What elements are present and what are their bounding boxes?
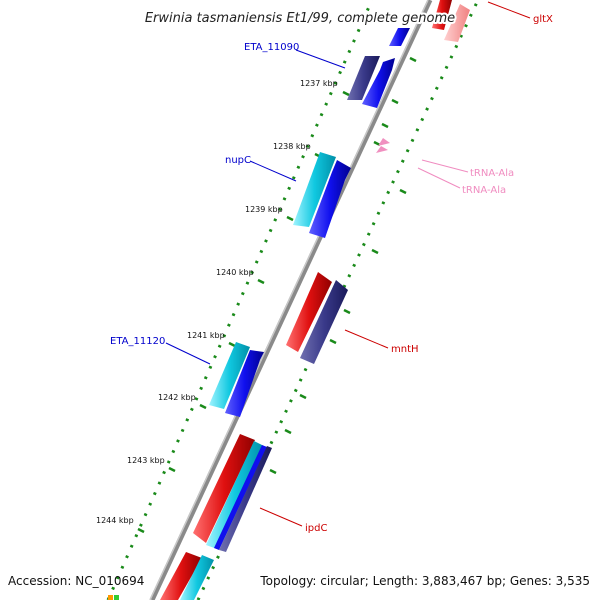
accession-value: NC_010694 (75, 574, 145, 588)
tick-label: 1242 kbp (158, 393, 196, 402)
tick-label: 1243 kbp (127, 456, 165, 465)
gene-nupc-cyan[interactable] (293, 152, 336, 227)
tick-mark (168, 466, 176, 473)
accession-info: Accession: NC_010694 (8, 574, 144, 588)
gene-label-ipdc[interactable]: ipdC (305, 523, 327, 534)
tick-mark (371, 248, 379, 255)
topology-prefix: Topology: (260, 574, 317, 588)
tick-mark (269, 468, 277, 475)
tick-mark (343, 308, 351, 315)
bottom-marker-orange (108, 595, 113, 600)
gene-labels: ETA_11090 nupC ETA_11120 gltX mntH ipdC … (110, 1, 553, 534)
gene-label-mnth[interactable]: mntH (391, 344, 419, 355)
gene-nupc-arrow[interactable] (309, 160, 351, 238)
gene-eta11090-arrow[interactable] (362, 58, 395, 108)
tick-labels: 1237 kbp 1238 kbp 1239 kbp 1240 kbp 1241… (96, 79, 338, 525)
gene-eta11120-cyan[interactable] (209, 342, 250, 409)
trna-ala-1[interactable] (378, 138, 390, 146)
leader-line-eta11090 (295, 49, 346, 69)
trna-ala-2[interactable] (376, 146, 388, 153)
tick-mark (257, 278, 265, 285)
genome-summary: Topology: circular; Length: 3,883,467 bp… (260, 574, 590, 588)
leader-line-nupc (249, 160, 297, 182)
gene-ipdc-navy[interactable] (219, 446, 272, 552)
gene-ipdc-blue[interactable] (214, 445, 267, 550)
gene-mnth-navy[interactable] (300, 280, 348, 364)
genes-prefix: Genes: (509, 574, 552, 588)
tick-label: 1237 kbp (300, 79, 338, 88)
tick-label: 1240 kbp (216, 268, 254, 277)
genome-backbone (149, 0, 433, 600)
map-title: Erwinia tasmaniensis Et1/99, complete ge… (145, 11, 455, 26)
gene-bottom-red[interactable] (160, 552, 202, 600)
gene-label-eta11120[interactable]: ETA_11120 (110, 336, 165, 347)
tick-label: 1238 kbp (273, 142, 311, 151)
length-prefix: Length: (372, 574, 419, 588)
tick-mark (299, 393, 307, 400)
leader-line-gltx (487, 1, 531, 19)
gene-gltx-red[interactable] (432, 0, 452, 30)
tick-mark (199, 403, 207, 410)
tick-mark (391, 98, 399, 105)
gene-label-eta11090[interactable]: ETA_11090 (244, 42, 299, 53)
genome-backbone-highlight (149, 0, 429, 600)
tick-mark (342, 90, 350, 97)
gene-label-trna-2[interactable]: tRNA-Ala (462, 185, 506, 196)
tick-mark (137, 527, 145, 534)
map-title-halo: Erwinia tasmaniensis Et1/99, complete ge… (145, 11, 455, 26)
gene-top-forward[interactable] (389, 28, 410, 46)
tick-mark (381, 122, 389, 129)
tick-mark (399, 188, 407, 195)
genes-value: 3,535 (555, 574, 590, 588)
leader-line-trna-1 (421, 159, 469, 173)
bottom-marker-green (114, 595, 119, 600)
tick-label: 1244 kbp (96, 516, 134, 525)
tick-mark (228, 341, 236, 348)
tick-mark (329, 338, 337, 345)
gene-label-gltx[interactable]: gltX (533, 14, 553, 25)
gene-label-trna-1[interactable]: tRNA-Ala (470, 168, 514, 179)
gene-label-nupc[interactable]: nupC (225, 155, 251, 166)
leader-line-eta11120 (165, 342, 211, 365)
topology-value: circular (320, 574, 365, 588)
leader-line-ipdc (259, 507, 303, 527)
leader-line-mnth (344, 329, 389, 349)
gene-gltx-pink[interactable] (444, 4, 470, 42)
gene-ipdc-red[interactable] (193, 434, 255, 543)
gene-ipdc-cyan[interactable] (206, 441, 264, 549)
length-value: 3,883,467 bp (421, 574, 502, 588)
gene-eta11120-arrow[interactable] (225, 350, 264, 417)
gene-bottom-cyan[interactable] (180, 555, 214, 600)
tick-label: 1241 kbp (187, 331, 225, 340)
tick-mark (284, 428, 292, 435)
leader-line-trna-2 (417, 167, 461, 189)
tick-label: 1239 kbp (245, 205, 283, 214)
gene-mnth-red[interactable] (286, 272, 332, 352)
gene-eta11090-block[interactable] (347, 56, 380, 100)
tick-mark (409, 56, 417, 63)
tick-mark (286, 215, 294, 222)
tick-marks (137, 56, 417, 534)
accession-prefix: Accession: (8, 574, 72, 588)
